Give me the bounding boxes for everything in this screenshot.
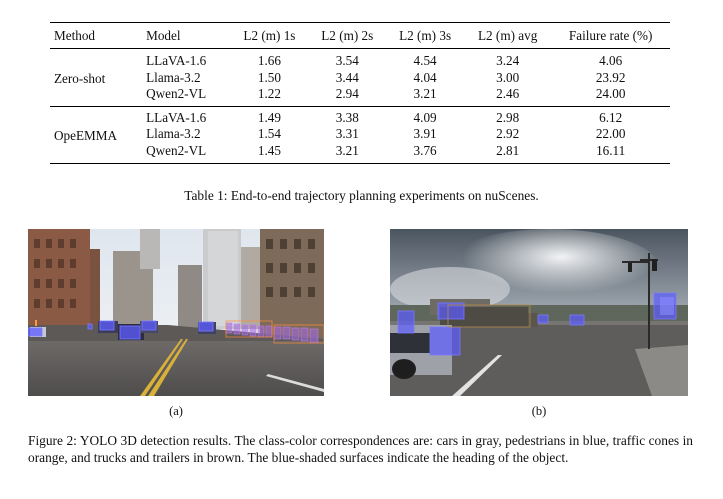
- value-cell: 1.54: [257, 126, 281, 142]
- value-cell: 2.94: [335, 86, 359, 102]
- value-cell: 1.22: [257, 86, 281, 102]
- value-cell: 1.50: [257, 69, 281, 85]
- header-failure-rate: Failure rate (%): [568, 28, 653, 43]
- value-cell: 1.66: [257, 53, 281, 69]
- model-cell: LLaVA-1.6: [146, 53, 207, 69]
- model-cell: Qwen2-VL: [146, 86, 207, 102]
- detection-image-b: [390, 229, 688, 396]
- table-row: Zero-shot LLaVA-1.6 1.66 3.54 4.54 3.24 …: [50, 49, 670, 86]
- method-cell: Zero-shot: [54, 71, 106, 87]
- value-cell: 22.00: [595, 126, 626, 142]
- value-cell: 24.00: [595, 86, 626, 102]
- value-cell: 3.38: [335, 109, 359, 125]
- value-cell: 6.12: [599, 109, 623, 125]
- value-cell: 1.45: [257, 142, 281, 158]
- header-method: Method: [54, 28, 96, 43]
- value-cell: 3.21: [335, 142, 359, 158]
- value-cell: 4.04: [413, 69, 437, 85]
- subfigure-label-a: (a): [169, 404, 183, 418]
- table-row: Llama-3.2 1.54 3.31 3.91 2.92 22.00: [50, 126, 670, 143]
- value-cell: 2.81: [496, 142, 520, 158]
- table-group-opeemma: OpeEMMA LLaVA-1.6 1.49 3.38 4.09 2.98 6.…: [50, 106, 670, 164]
- detection-image-a: [28, 229, 324, 396]
- value-cell: 4.06: [599, 53, 623, 69]
- value-cell: 4.09: [413, 109, 437, 125]
- results-table-container: Method Model L2 (m) 1s L2 (m) 2s L2 (m) …: [50, 22, 670, 164]
- value-cell: 3.54: [335, 53, 359, 69]
- value-cell: 3.00: [496, 69, 520, 85]
- table-row: OpeEMMA LLaVA-1.6 1.49 3.38 4.09 2.98 6.…: [50, 106, 670, 144]
- value-cell: 16.11: [596, 142, 626, 158]
- value-cell: 3.24: [496, 53, 520, 69]
- header-l2-1s: L2 (m) 1s: [243, 28, 296, 43]
- table-group-zero-shot: Zero-shot LLaVA-1.6 1.66 3.54 4.54 3.24 …: [50, 49, 670, 107]
- model-cell: Llama-3.2: [146, 69, 201, 85]
- value-cell: 3.21: [413, 86, 437, 102]
- table-row: Qwen2-VL 1.45 3.21 3.76 2.81 16.11: [50, 143, 670, 164]
- table-caption: Table 1: End-to-end trajectory planning …: [184, 188, 539, 203]
- value-cell: 1.49: [257, 109, 281, 125]
- table-row: Llama-3.2 1.50 3.44 4.04 3.00 23.92: [50, 70, 670, 87]
- header-model: Model: [146, 28, 181, 43]
- header-l2-avg: L2 (m) avg: [477, 28, 538, 43]
- header-l2-2s: L2 (m) 2s: [321, 28, 374, 43]
- results-table: Method Model L2 (m) 1s L2 (m) 2s L2 (m) …: [50, 22, 670, 164]
- value-cell: 2.98: [496, 109, 520, 125]
- value-cell: 23.92: [595, 69, 626, 85]
- value-cell: 3.44: [335, 69, 359, 85]
- value-cell: 4.54: [413, 53, 437, 69]
- subfigure-label-b: (b): [531, 404, 547, 418]
- value-cell: 3.91: [413, 126, 437, 142]
- table-row: Qwen2-VL 1.22 2.94 3.21 2.46 24.00: [50, 86, 670, 106]
- figure-caption: Figure 2: YOLO 3D detection results. The…: [28, 433, 693, 465]
- value-cell: 3.31: [335, 126, 359, 142]
- value-cell: 3.76: [413, 142, 437, 158]
- value-cell: 2.46: [496, 86, 520, 102]
- value-cell: 2.92: [496, 126, 520, 142]
- model-cell: Llama-3.2: [146, 126, 201, 142]
- model-cell: LLaVA-1.6: [146, 109, 207, 125]
- method-cell: OpeEMMA: [54, 128, 118, 144]
- header-l2-3s: L2 (m) 3s: [399, 28, 452, 43]
- model-cell: Qwen2-VL: [146, 142, 207, 158]
- table-header-row: Method Model L2 (m) 1s L2 (m) 2s L2 (m) …: [50, 22, 670, 49]
